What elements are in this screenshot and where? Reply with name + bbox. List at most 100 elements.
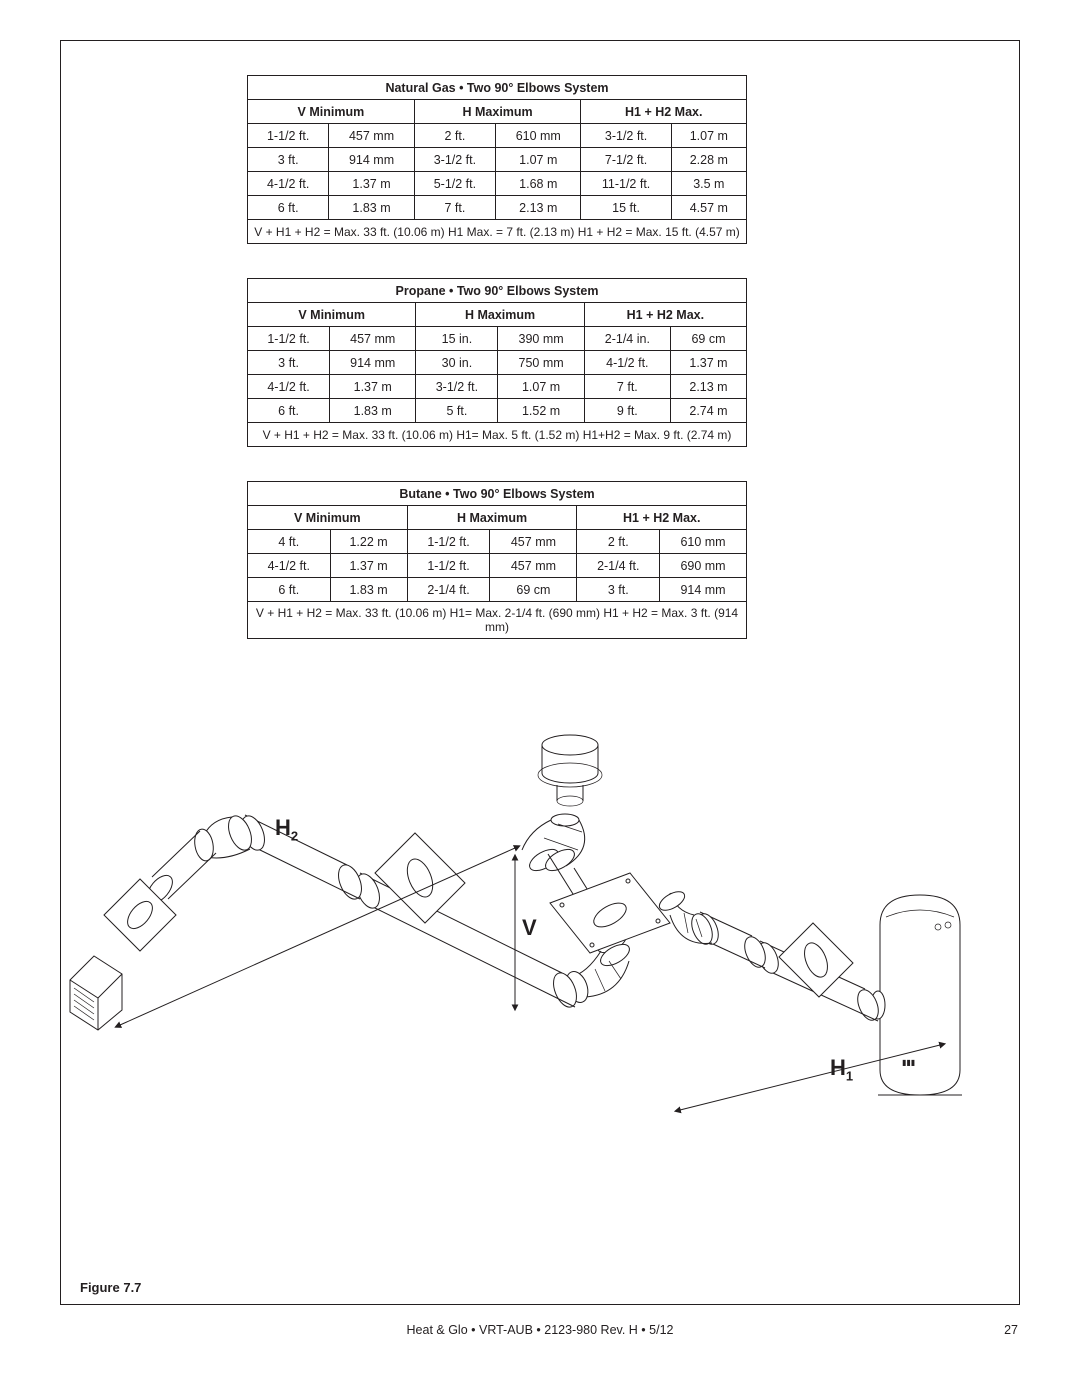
table-cell: 4-1/2 ft.	[248, 172, 329, 196]
label-h1: H1	[830, 1055, 853, 1083]
table-cell: 1-1/2 ft.	[248, 327, 330, 351]
table-cell: 15 ft.	[581, 196, 671, 220]
table-cell: 69 cm	[670, 327, 746, 351]
table-row: 1-1/2 ft.457 mm2 ft.610 mm3-1/2 ft.1.07 …	[248, 124, 747, 148]
spec-table: Propane • Two 90° Elbows SystemV Minimum…	[247, 278, 747, 447]
svg-text:▮▮▮: ▮▮▮	[902, 1058, 915, 1067]
table-row: 6 ft.1.83 m2-1/4 ft.69 cm3 ft.914 mm	[248, 578, 747, 602]
table-row: 4-1/2 ft.1.37 m5-1/2 ft.1.68 m11-1/2 ft.…	[248, 172, 747, 196]
table-cell: 2.74 m	[670, 399, 746, 423]
table-cell: 3-1/2 ft.	[414, 148, 495, 172]
table-cell: 914 mm	[330, 351, 416, 375]
table-cell: 1.07 m	[496, 148, 581, 172]
table-cell: 2-1/4 ft.	[407, 578, 490, 602]
table-cell: 4-1/2 ft.	[584, 351, 670, 375]
table-row: 3 ft.914 mm3-1/2 ft.1.07 m7-1/2 ft.2.28 …	[248, 148, 747, 172]
table-cell: 1.37 m	[670, 351, 746, 375]
table-cell: 1.37 m	[330, 375, 416, 399]
table-cell: 457 mm	[329, 124, 414, 148]
table-cell: 1.37 m	[330, 554, 407, 578]
table-cell: 3 ft.	[248, 148, 329, 172]
table-cell: 457 mm	[330, 327, 416, 351]
table-cell: 914 mm	[660, 578, 747, 602]
table-cell: 914 mm	[329, 148, 414, 172]
column-header: V Minimum	[248, 506, 408, 530]
table-cell: 5-1/2 ft.	[414, 172, 495, 196]
table-cell: 30 in.	[416, 351, 498, 375]
table-cell: 1.83 m	[329, 196, 414, 220]
table-row: 1-1/2 ft.457 mm15 in.390 mm2-1/4 in.69 c…	[248, 327, 747, 351]
table-cell: 1.37 m	[329, 172, 414, 196]
table-cell: 4-1/2 ft.	[248, 375, 330, 399]
table-cell: 3 ft.	[248, 351, 330, 375]
label-v: V	[522, 915, 537, 941]
column-header: H1 + H2 Max.	[584, 303, 746, 327]
spec-table: Natural Gas • Two 90° Elbows SystemV Min…	[247, 75, 747, 244]
table-cell: 1.83 m	[330, 399, 416, 423]
table-cell: 610 mm	[496, 124, 581, 148]
column-header: V Minimum	[248, 303, 416, 327]
table-row: 4-1/2 ft.1.37 m3-1/2 ft.1.07 m7 ft.2.13 …	[248, 375, 747, 399]
page-footer: Heat & Glo • VRT-AUB • 2123-980 Rev. H •…	[0, 1323, 1080, 1337]
table-cell: 6 ft.	[248, 578, 331, 602]
table-cell: 2 ft.	[414, 124, 495, 148]
table-cell: 6 ft.	[248, 196, 329, 220]
table-cell: 457 mm	[490, 554, 577, 578]
label-h2: H2	[275, 815, 298, 843]
table-cell: 2.28 m	[671, 148, 746, 172]
table-cell: 7 ft.	[414, 196, 495, 220]
table-footer: V + H1 + H2 = Max. 33 ft. (10.06 m) H1= …	[248, 423, 747, 447]
table-footer: V + H1 + H2 = Max. 33 ft. (10.06 m) H1 M…	[248, 220, 747, 244]
table-title: Butane • Two 90° Elbows System	[248, 482, 747, 506]
table-cell: 4-1/2 ft.	[248, 554, 331, 578]
table-cell: 2 ft.	[577, 530, 660, 554]
table-cell: 457 mm	[490, 530, 577, 554]
table-cell: 390 mm	[498, 327, 584, 351]
table-cell: 1.68 m	[496, 172, 581, 196]
table-cell: 1.22 m	[330, 530, 407, 554]
table-cell: 2-1/4 ft.	[577, 554, 660, 578]
table-row: 4-1/2 ft.1.37 m1-1/2 ft.457 mm2-1/4 ft.6…	[248, 554, 747, 578]
table-cell: 4.57 m	[671, 196, 746, 220]
tables-container: Natural Gas • Two 90° Elbows SystemV Min…	[247, 75, 747, 673]
table-row: 6 ft.1.83 m7 ft.2.13 m15 ft.4.57 m	[248, 196, 747, 220]
column-header: V Minimum	[248, 100, 415, 124]
table-cell: 5 ft.	[416, 399, 498, 423]
table-row: 4 ft.1.22 m1-1/2 ft.457 mm2 ft.610 mm	[248, 530, 747, 554]
table-cell: 1-1/2 ft.	[407, 554, 490, 578]
spec-table: Butane • Two 90° Elbows SystemV MinimumH…	[247, 481, 747, 639]
vent-diagram-svg: ▮▮▮	[60, 705, 1020, 1165]
figure-caption: Figure 7.7	[80, 1280, 141, 1295]
table-cell: 3.5 m	[671, 172, 746, 196]
table-title: Propane • Two 90° Elbows System	[248, 279, 747, 303]
vent-diagram: ▮▮▮	[60, 705, 1020, 1165]
table-cell: 69 cm	[490, 578, 577, 602]
table-cell: 11-1/2 ft.	[581, 172, 671, 196]
page: Natural Gas • Two 90° Elbows SystemV Min…	[0, 0, 1080, 1399]
table-row: 6 ft.1.83 m5 ft.1.52 m9 ft.2.74 m	[248, 399, 747, 423]
table-cell: 1.83 m	[330, 578, 407, 602]
table-cell: 1.07 m	[671, 124, 746, 148]
table-cell: 3-1/2 ft.	[416, 375, 498, 399]
table-cell: 7 ft.	[584, 375, 670, 399]
column-header: H Maximum	[414, 100, 581, 124]
table-row: 3 ft.914 mm30 in.750 mm4-1/2 ft.1.37 m	[248, 351, 747, 375]
table-cell: 2-1/4 in.	[584, 327, 670, 351]
table-cell: 7-1/2 ft.	[581, 148, 671, 172]
table-cell: 750 mm	[498, 351, 584, 375]
table-cell: 690 mm	[660, 554, 747, 578]
table-cell: 1.52 m	[498, 399, 584, 423]
table-title: Natural Gas • Two 90° Elbows System	[248, 76, 747, 100]
table-cell: 9 ft.	[584, 399, 670, 423]
column-header: H1 + H2 Max.	[581, 100, 747, 124]
page-number: 27	[1004, 1323, 1018, 1337]
table-cell: 1-1/2 ft.	[407, 530, 490, 554]
table-cell: 4 ft.	[248, 530, 331, 554]
column-header: H Maximum	[416, 303, 584, 327]
table-cell: 2.13 m	[496, 196, 581, 220]
table-cell: 3 ft.	[577, 578, 660, 602]
table-cell: 2.13 m	[670, 375, 746, 399]
column-header: H Maximum	[407, 506, 577, 530]
table-cell: 1.07 m	[498, 375, 584, 399]
table-cell: 1-1/2 ft.	[248, 124, 329, 148]
